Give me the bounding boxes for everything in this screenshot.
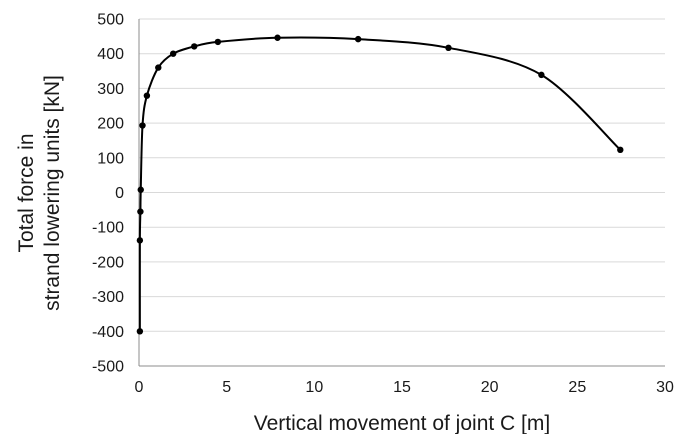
y-tick-label: 200 (97, 116, 124, 133)
series (136, 34, 624, 335)
x-axis-title: Vertical movement of joint C [m] (254, 412, 550, 434)
y-axis-title-line-2: strand lowering units [kN] (41, 75, 64, 311)
data-point (354, 35, 362, 43)
y-tick-labels: -500 -400 -300 -200 -100 0 100 200 300 400 500 (92, 12, 124, 376)
y-tick-label: 500 (97, 12, 124, 29)
x-tick-label: 15 (393, 379, 411, 396)
x-tick-labels: 0 5 10 15 20 25 30 (135, 379, 674, 396)
x-tick-label: 5 (222, 379, 231, 396)
y-tick-label: -100 (92, 220, 124, 237)
data-point (538, 71, 545, 79)
y-tick-label: 400 (97, 46, 124, 63)
data-point (169, 50, 177, 57)
x-tick-label: 10 (305, 379, 323, 396)
y-axis-title-line-1: Total force in (15, 133, 38, 252)
y-tick-label: -300 (92, 289, 124, 306)
x-tick-label: 25 (568, 379, 586, 396)
data-point (191, 43, 198, 50)
y-tick-label: -500 (92, 359, 124, 376)
x-tick-label: 30 (656, 379, 674, 396)
data-point (617, 146, 624, 154)
y-tick-label: 0 (115, 185, 124, 202)
x-tick-label: 20 (481, 379, 499, 396)
data-point (445, 44, 452, 52)
y-tick-label: -200 (92, 254, 124, 271)
data-point (274, 34, 281, 41)
data-point (136, 328, 144, 335)
gridlines (139, 18, 665, 367)
x-tick-label: 0 (135, 379, 144, 396)
data-point (155, 64, 162, 71)
data-point (139, 122, 146, 129)
data-point (143, 92, 151, 99)
y-tick-label: 300 (97, 81, 124, 98)
y-tick-label: -400 (92, 324, 124, 341)
data-point (136, 237, 144, 244)
data-point (214, 38, 222, 46)
series-line (138, 36, 621, 332)
data-point (137, 208, 144, 215)
y-tick-label: 100 (97, 150, 124, 167)
data-point (137, 186, 144, 193)
